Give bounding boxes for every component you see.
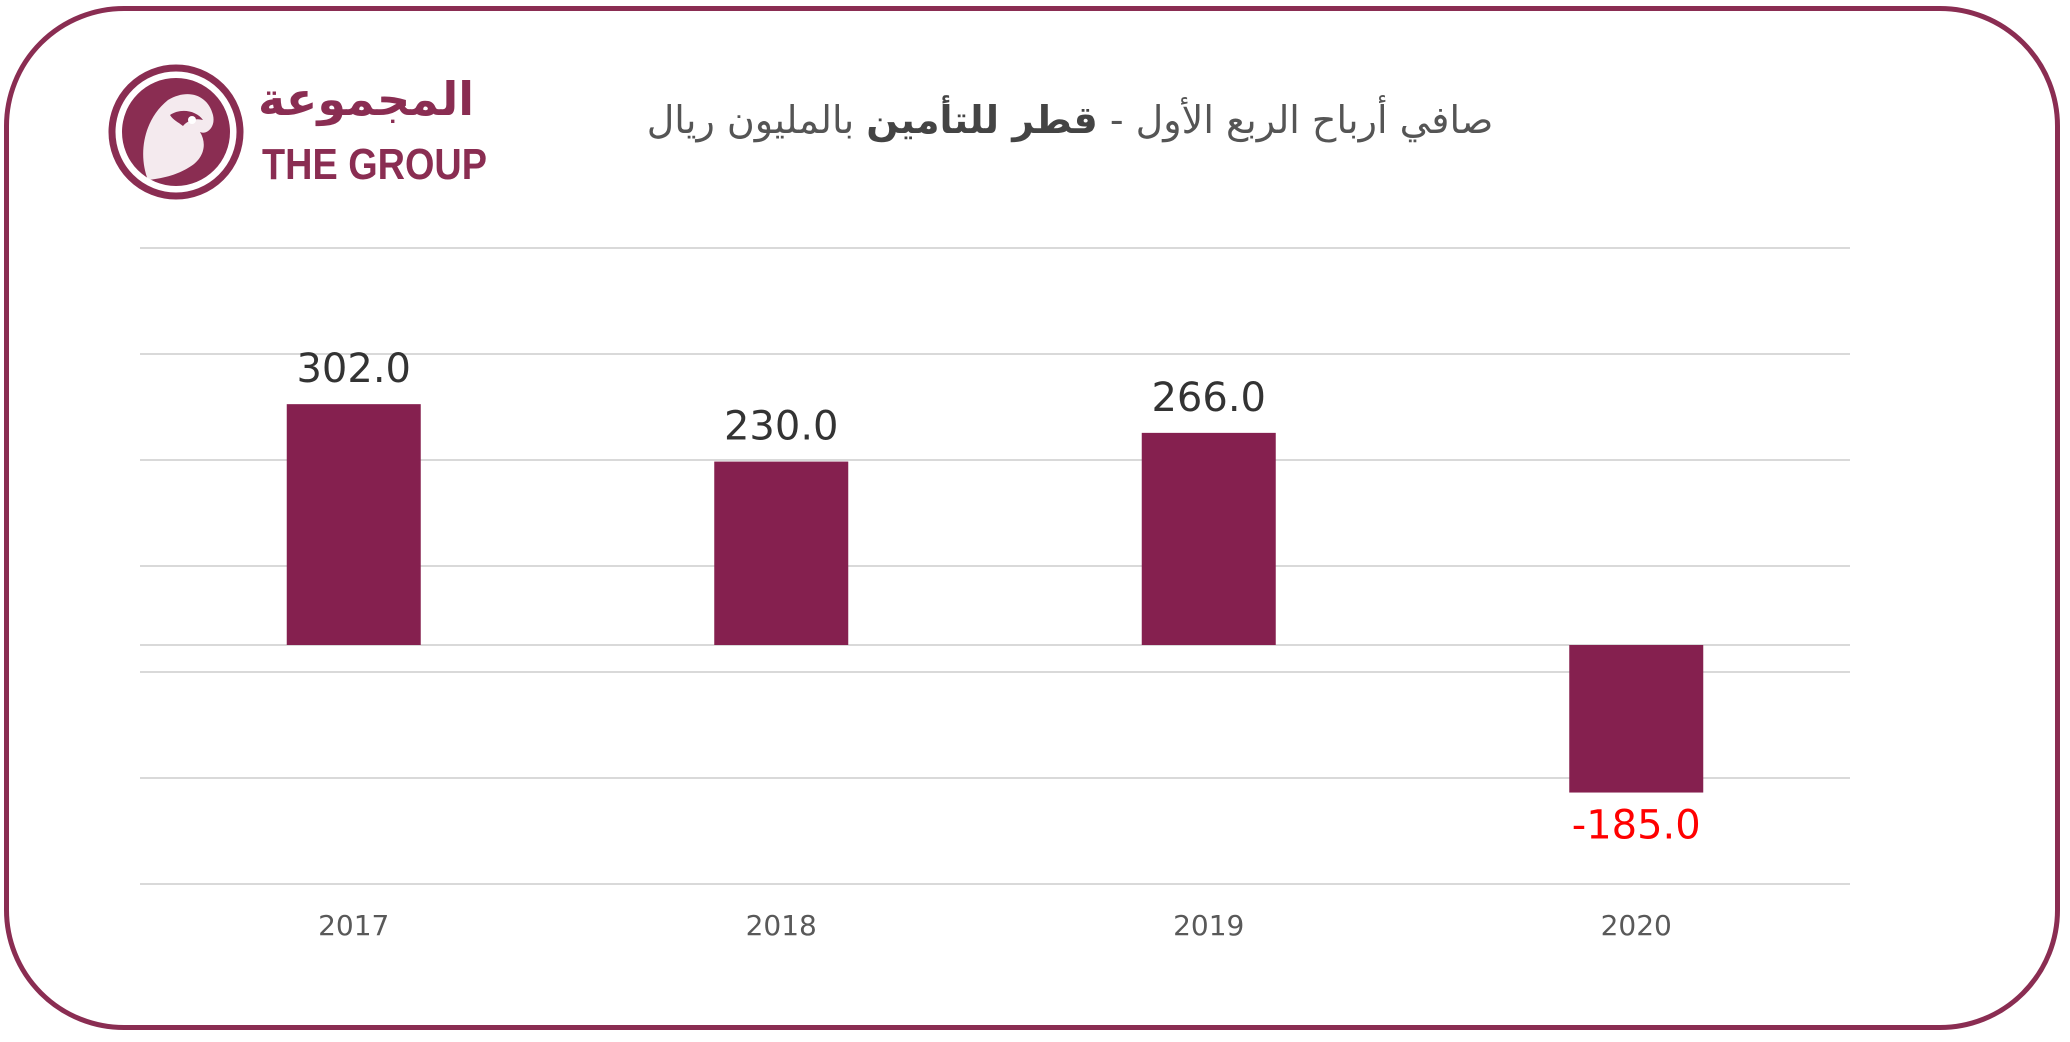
logo-text-english: THE GROUP — [262, 140, 487, 189]
chart-frame — [4, 6, 2060, 1030]
data-label-2019: 266.0 — [1151, 375, 1266, 421]
data-label-2017: 302.0 — [296, 346, 411, 392]
x-tick-label-2018: 2018 — [746, 909, 817, 942]
data-label-2020: -185.0 — [1572, 803, 1701, 849]
title-part-2: بالمليون ريال — [646, 98, 867, 142]
title-part-1: صافي أرباح الربع الأول - — [1097, 98, 1494, 142]
falcon-emblem-icon — [108, 64, 244, 200]
data-label-2018: 230.0 — [724, 404, 839, 450]
bar-2017 — [286, 404, 421, 645]
x-tick-label-2019: 2019 — [1173, 909, 1244, 942]
logo-text-arabic: المجموعة — [258, 72, 475, 126]
chart-title: صافي أرباح الربع الأول - قطر للتأمين بال… — [640, 98, 1500, 142]
bar-2019 — [1141, 432, 1276, 645]
x-tick-label-2020: 2020 — [1601, 909, 1672, 942]
title-company-name: قطر للتأمين — [866, 98, 1098, 142]
bar-2018 — [714, 461, 849, 645]
x-tick-label-2017: 2017 — [318, 909, 389, 942]
bar-2020 — [1569, 645, 1704, 793]
